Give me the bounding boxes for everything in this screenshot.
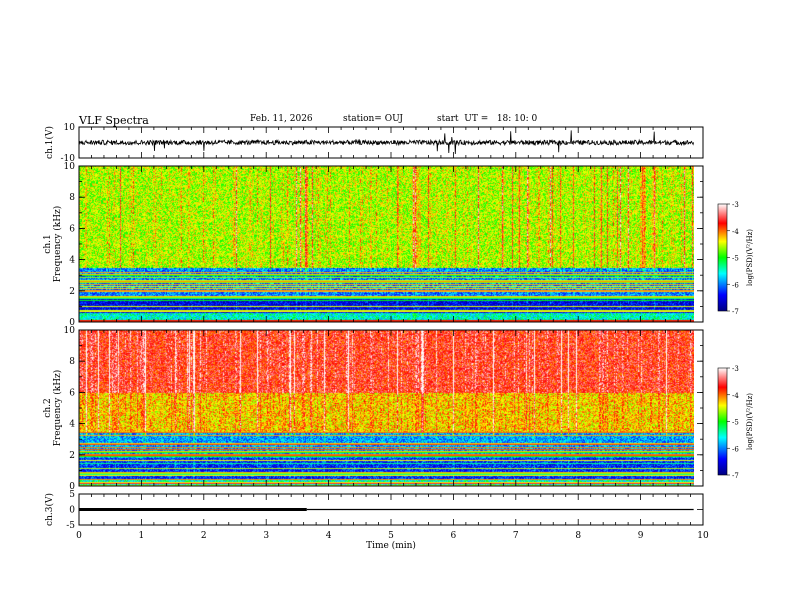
- colorbar-label: log(PSD)(V²/Hz): [746, 393, 754, 450]
- spectrogram-ch1-image: [79, 166, 694, 322]
- colorbar-tick-label: -4: [732, 228, 739, 236]
- colorbar-tick-label: -5: [732, 419, 739, 427]
- colorbar-label: log(PSD)(V²/Hz): [746, 229, 754, 286]
- x-tick-label: 1: [139, 531, 145, 541]
- y-tick-label: 10: [64, 162, 76, 172]
- x-axis-label: Time (min): [366, 540, 416, 551]
- y-tick-label: 8: [69, 193, 75, 203]
- channel-label: ch.2: [43, 398, 53, 417]
- colorbar-tick-label: -6: [732, 445, 739, 453]
- y-tick-label: 0: [69, 506, 75, 516]
- colorbar-ch2: [717, 367, 728, 476]
- x-tick-label: 2: [201, 531, 207, 541]
- y-axis-label: Frequency (kHz): [52, 206, 63, 283]
- y-tick-label: 0: [69, 318, 75, 328]
- y-tick-label: 2: [69, 287, 75, 297]
- y-tick-label: 4: [69, 420, 75, 430]
- y-tick-label: 10: [64, 326, 76, 336]
- y-tick-label: 0: [69, 482, 75, 492]
- ch1-waveform-line: [78, 130, 694, 155]
- colorbar-tick-label: -6: [732, 281, 739, 289]
- x-tick-label: 9: [638, 531, 644, 541]
- x-tick-label: 10: [697, 531, 709, 541]
- x-tick-label: 6: [451, 531, 457, 541]
- colorbar-tick-label: -7: [732, 472, 739, 480]
- y-tick-label: -10: [61, 154, 76, 164]
- y-tick-label: 6: [69, 388, 75, 398]
- spectrogram-ch2-image: [79, 330, 694, 486]
- y-tick-label: 10: [64, 123, 76, 133]
- colorbar-tick-label: -4: [732, 392, 739, 400]
- date-label: Feb. 11, 2026: [250, 114, 313, 124]
- x-tick-label: 4: [326, 531, 332, 541]
- start-time-label: start UT = 18: 10: 0: [437, 114, 538, 124]
- y-tick-label: 2: [69, 451, 75, 461]
- x-tick-label: 7: [513, 531, 519, 541]
- x-tick-label: 8: [575, 531, 581, 541]
- colorbar-tick-label: -5: [732, 255, 739, 263]
- y-tick-label: -5: [66, 521, 75, 531]
- colorbar-tick-label: -7: [732, 308, 739, 316]
- y-axis-label: ch.3(V): [44, 493, 55, 526]
- x-tick-label: 0: [76, 531, 82, 541]
- y-tick-label: 4: [69, 256, 75, 266]
- chart-title: VLF Spectra: [79, 114, 149, 127]
- x-tick-label: 3: [263, 531, 269, 541]
- y-tick-label: 6: [69, 224, 75, 234]
- station-label: station= OUJ: [343, 114, 404, 124]
- channel-label: ch.1: [43, 234, 53, 253]
- y-tick-label: 8: [69, 357, 75, 367]
- x-tick-label: 5: [388, 531, 394, 541]
- y-axis-label: ch.1(V): [44, 126, 55, 159]
- colorbar-tick-label: -3: [732, 201, 739, 209]
- colorbar-ch1: [717, 203, 728, 312]
- y-tick-label: 5: [69, 490, 75, 500]
- colorbar-tick-label: -3: [732, 365, 739, 373]
- y-axis-label: Frequency (kHz): [52, 370, 63, 447]
